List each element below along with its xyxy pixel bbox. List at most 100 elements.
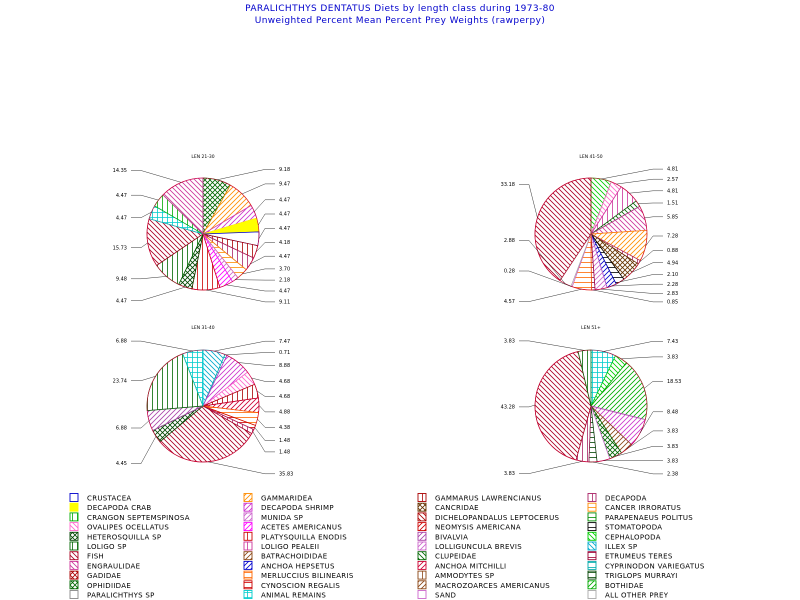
chart-title: PARALICHTHYS DENTATUS Diets by length cl… (245, 4, 555, 14)
legend-label: BATRACHOIDIDAE (261, 553, 327, 561)
legend-label: GAMMARUS LAWRENCIANUS (435, 495, 542, 503)
legend-item-ophidiidae: OPHIDIIDAE (69, 580, 131, 590)
leader-line (639, 250, 663, 263)
slice-value-label: 9.11 (279, 300, 290, 306)
legend-item-crustacea: CRUSTACEA (69, 493, 131, 503)
leader-line (601, 168, 663, 180)
pie-chart-len-21-30: LEN 21-30 9.18 9.47 4.47 4.47 4.47 4.18 4.47 3.7… (113, 154, 290, 306)
leader-line (254, 199, 275, 212)
legend-label: LOLIGO PEALEII (261, 543, 319, 551)
legend-label: ETRUMEUS TERES (605, 553, 673, 561)
slice-value-label: 9.47 (279, 182, 290, 188)
slice-value-label: 14.35 (113, 168, 127, 174)
legend-label: BIVALVIA (435, 533, 468, 541)
pie-chart-len-51: LEN 51+ 7.43 3.83 18.53 8.48 3.83 3.83 3.83 2.38… (501, 325, 682, 478)
legend-label: AMMODYTES SP (435, 572, 494, 580)
legend-item-decapoda: DECAPODA (587, 493, 646, 503)
legend-swatch (243, 512, 253, 522)
slice-value-label: 4.47 (279, 226, 290, 232)
leader-line (258, 228, 275, 239)
leader-line (131, 340, 193, 352)
leader-line (519, 340, 585, 351)
leader-line (592, 461, 663, 475)
legend-swatch (417, 541, 427, 551)
slice-value-label: 4.38 (279, 425, 290, 431)
leader-line (257, 418, 275, 428)
legend-item-parapenaeus-politus: PARAPENAEUS POLITUS (587, 512, 693, 522)
slice-value-label: 5.85 (667, 214, 678, 220)
legend-swatch (417, 493, 427, 502)
leader-line (603, 341, 663, 352)
leader-line (225, 352, 275, 356)
legend-swatch (417, 570, 427, 580)
slice-value-label: 2.18 (279, 278, 290, 284)
legend-swatch (587, 570, 597, 580)
legend-swatch (69, 493, 79, 502)
legend-label: LOLLIGUNCULA BREVIS (435, 543, 522, 551)
legend-item-etrumeus-teres: ETRUMEUS TERES (587, 551, 673, 561)
legend-swatch (243, 522, 253, 532)
legend-label: ACETES AMERICANUS (261, 524, 342, 532)
legend-label: NEOMYSIS AMERICANA (435, 524, 521, 532)
pie-outline (534, 177, 648, 291)
leader-line (131, 436, 157, 464)
legend-label: BOTHIDAE (605, 582, 644, 590)
leader-line (631, 262, 663, 273)
legend-label: PARALICHTHYS SP (87, 592, 155, 600)
pie-title: LEN 51+ (581, 325, 601, 331)
legend-swatch (69, 590, 79, 599)
legend-label: HETEROSQUILLA SP (87, 533, 161, 541)
legend-label: SAND (435, 592, 456, 600)
slice-value-label: 4.88 (279, 410, 290, 416)
legend-item-all-other-prey: ALL OTHER PREY (587, 590, 668, 600)
pie-charts: LEN 21-30 9.18 9.47 4.47 4.47 4.47 4.18 4.47 3.7… (113, 154, 682, 478)
slice-value-label: 4.47 (116, 215, 127, 221)
leader-line (626, 430, 663, 450)
chart-subtitle: Unweighted Percent Mean Percent Prey Wei… (254, 16, 546, 26)
slice-value-label: 3.83 (667, 355, 678, 361)
legend-label: GADIDAE (87, 572, 121, 580)
legend-item-ovalipes-ocellatus: OVALIPES OCELLATUS (69, 522, 169, 532)
legend-item-ammodytes-sp: AMMODYTES SP (417, 570, 494, 580)
slice-value-label: 7.43 (667, 339, 678, 345)
legend-item-sand: SAND (417, 590, 456, 600)
slice-value-label: 3.83 (504, 339, 515, 345)
legend-item-cephalopoda: CEPHALOPODA (587, 531, 661, 541)
legend-label: OPHIDIIDAE (87, 582, 131, 590)
slice-value-label: 43.28 (501, 405, 515, 411)
leader-line (258, 405, 275, 413)
leader-line (258, 213, 275, 226)
legend-label: PLATYSQUILLA ENODIS (261, 533, 347, 541)
leader-line (131, 242, 148, 248)
slice-value-label: 1.48 (279, 438, 290, 444)
legend-item-gammaridea: GAMMARIDEA (243, 493, 312, 503)
legend-label: ANCHOA HEPSETUS (261, 562, 335, 570)
leader-line (256, 390, 275, 397)
leader-line (242, 183, 275, 195)
slice-value-label: 8.48 (667, 409, 678, 415)
legend-item-munida-sp: MUNIDA SP (243, 512, 303, 522)
leader-line (615, 446, 663, 457)
legend-swatch (417, 502, 427, 512)
legend-item-illex-sp: ILLEX SP (587, 541, 637, 551)
slice-value-label: 1.51 (667, 201, 678, 207)
legend-swatch (417, 560, 427, 570)
slice-value-label: 0.85 (667, 300, 678, 306)
slice-value-label: 9.48 (116, 276, 127, 282)
legend-label: MACROZOARCES AMERICANUS (435, 582, 550, 590)
legend-label: ANCHOA MITCHILLI (435, 562, 506, 570)
leader-line (131, 276, 167, 279)
slice-value-label: 18.53 (667, 379, 681, 385)
leader-line (226, 284, 275, 292)
legend-swatch (417, 551, 427, 561)
legend-item-paralichthys-sp: PARALICHTHYS SP (69, 590, 155, 600)
slice-value-label: 3.83 (504, 471, 515, 477)
legend-swatch (417, 580, 427, 590)
slice-value-label: 9.18 (279, 167, 290, 173)
leader-line (519, 289, 582, 302)
legend-label: OVALIPES OCELLATUS (87, 524, 169, 532)
slice-value-label: 2.83 (667, 291, 678, 297)
legend-item-bivalvia: BIVALVIA (417, 531, 468, 541)
legend-item-engraulidae: ENGRAULIDAE (69, 560, 140, 570)
legend-item-cyprinodon-variegatus: CYPRINODON VARIEGATUS (587, 560, 705, 570)
